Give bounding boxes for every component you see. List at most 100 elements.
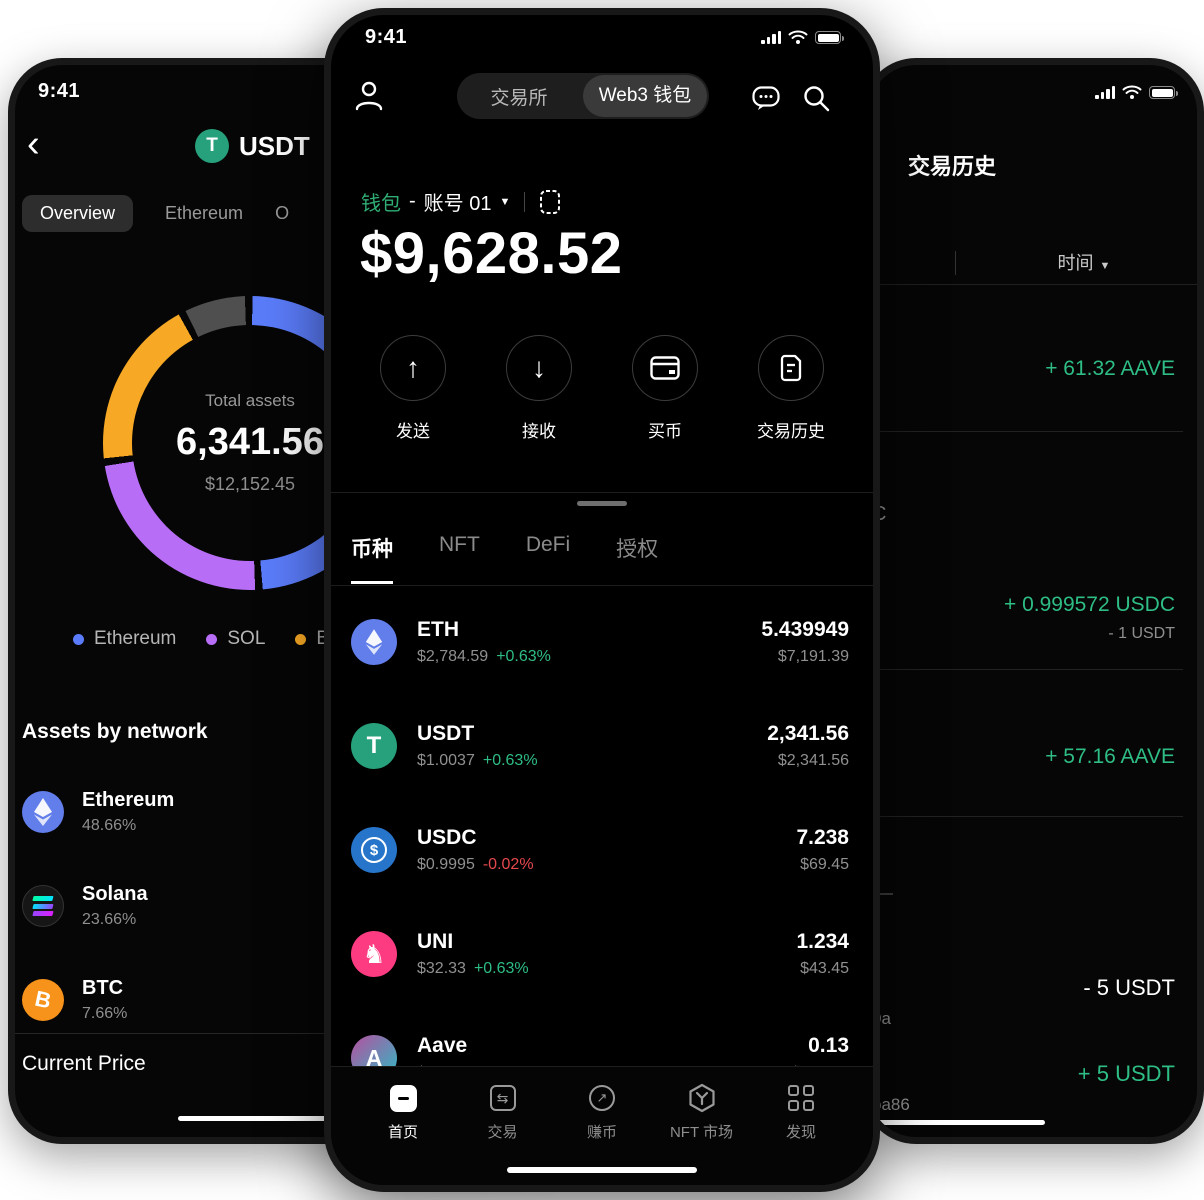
earn-icon: ↗ <box>589 1083 615 1113</box>
drag-handle[interactable] <box>577 501 627 506</box>
filter-divider <box>955 251 956 275</box>
token-list: ETH $2,784.59 +0.63% 5.439949 $7,191.39 T… <box>331 590 873 1080</box>
back-icon[interactable]: ‹ <box>27 123 40 165</box>
tab-exchange[interactable]: 交易所 <box>490 87 548 109</box>
sheet-top-edge <box>331 492 873 493</box>
nav-nft-market[interactable]: NFT 市场 <box>656 1083 748 1142</box>
token-row-eth[interactable]: ETH $2,784.59 +0.63% 5.439949 $7,191.39 <box>331 590 873 694</box>
status-icons <box>1095 85 1178 100</box>
total-balance: $9,628.52 <box>360 221 623 286</box>
scan-icon[interactable] <box>539 189 561 215</box>
solana-icon <box>22 885 64 927</box>
token-value: $43.45 <box>800 960 849 977</box>
profile-icon[interactable] <box>353 79 385 113</box>
token-price: $0.9995 <box>417 856 475 873</box>
tx-amount[interactable]: + 57.16 AAVE <box>1045 745 1175 768</box>
tab-cutoff[interactable]: O <box>275 203 290 223</box>
network-row-solana[interactable]: Solana 23.66% <box>22 859 352 953</box>
tx-amount[interactable]: - 5 USDT <box>1083 975 1175 1000</box>
nav-trade[interactable]: ⇆ 交易 <box>457 1083 549 1142</box>
tab-approvals[interactable]: 授权 <box>616 538 659 561</box>
network-pct: 23.66% <box>82 911 137 928</box>
tx-amount[interactable]: + 0.999572 USDC <box>1003 593 1175 616</box>
tab-overview[interactable]: Overview <box>22 195 134 232</box>
history-button[interactable]: 交易历史 <box>741 335 841 442</box>
card-icon <box>632 335 698 401</box>
network-pct: 7.66% <box>82 1005 128 1022</box>
token-change: +0.63% <box>482 752 538 769</box>
assets-by-network-title: Assets by network <box>22 720 208 743</box>
divider <box>879 816 1183 817</box>
tab-ethereum[interactable]: Ethereum <box>165 203 244 223</box>
tab-coins[interactable]: 币种 <box>351 533 393 584</box>
overview-tabs: Overview Ethereum O <box>22 195 289 232</box>
token-symbol: USDT <box>239 130 310 161</box>
home-indicator[interactable] <box>869 1120 1045 1125</box>
token-value: $7,191.39 <box>777 648 849 665</box>
tx-amount[interactable]: + 5 USDT <box>1077 1061 1175 1086</box>
token-change: -0.02% <box>482 856 534 873</box>
tab-web3-wallet[interactable]: Web3 钱包 <box>583 75 707 117</box>
send-button[interactable]: ↑ 发送 <box>363 335 463 442</box>
token-row-uni[interactable]: ♞ UNI $32.33 +0.63% 1.234 $43.45 <box>331 902 873 1006</box>
bottom-nav: 首页 ⇆ 交易 ↗ 赚币 NFT 市场 <box>331 1066 873 1185</box>
cut-element <box>869 893 893 895</box>
nav-home[interactable]: 首页 <box>357 1083 449 1142</box>
tab-nft[interactable]: NFT <box>439 533 480 556</box>
token-value: $69.45 <box>800 856 849 873</box>
token-price: $1.0037 <box>417 752 475 769</box>
token-price: $2,784.59 <box>417 648 489 665</box>
network-row-btc[interactable]: B BTC 7.66% <box>22 953 352 1047</box>
token-name: ETH <box>417 618 459 641</box>
token-value: $2,341.56 <box>777 752 849 769</box>
receive-button[interactable]: ↓ 接收 <box>489 335 589 442</box>
battery-icon <box>1149 86 1178 99</box>
token-row-usdc[interactable]: $ USDC $0.9995 -0.02% 7.238 $69.45 <box>331 798 873 902</box>
ethereum-icon <box>22 791 64 833</box>
token-row-usdt[interactable]: T USDT $1.0037 +0.63% 2,341.56 $2,341.56 <box>331 694 873 798</box>
uni-icon: ♞ <box>351 931 397 977</box>
chat-icon[interactable] <box>751 83 781 113</box>
divider <box>524 191 526 212</box>
legend-ethereum: Ethereum <box>73 628 176 650</box>
segmented-control: 交易所 Web3 钱包 <box>457 73 709 119</box>
document-icon <box>758 335 824 401</box>
grid-icon <box>788 1083 814 1113</box>
status-icons <box>761 30 844 45</box>
total-assets-label: Total assets <box>205 391 295 410</box>
token-amount: 5.439949 <box>761 618 849 641</box>
arrow-down-icon: ↓ <box>506 335 572 401</box>
filter-bar: ▾ 时间▼ <box>869 243 1197 285</box>
legend-dot-orange <box>295 633 307 645</box>
network-row-ethereum[interactable]: Ethereum 48.66% <box>22 765 352 859</box>
home-indicator[interactable] <box>507 1167 697 1173</box>
divider <box>331 585 873 586</box>
nav-discover[interactable]: 发现 <box>755 1083 847 1142</box>
status-time: 9:41 <box>365 26 408 48</box>
chevron-down-icon: ▼ <box>499 195 511 208</box>
search-icon[interactable] <box>801 83 831 113</box>
network-list: Ethereum 48.66% Solana 23.66% B <box>22 765 352 1047</box>
action-buttons: ↑ 发送 ↓ 接收 买币 交易历史 <box>331 335 873 442</box>
account-name: 账号 01 <box>423 193 492 215</box>
total-assets-value: 6,341.56 <box>176 421 324 463</box>
tab-defi[interactable]: DeFi <box>525 533 571 556</box>
arrow-up-icon: ↑ <box>380 335 446 401</box>
page-title: 交易历史 <box>908 154 997 179</box>
home-indicator[interactable] <box>178 1116 393 1121</box>
token-amount: 1.234 <box>796 930 849 953</box>
current-price-label: Current Price <box>22 1052 146 1075</box>
tx-amount[interactable]: + 61.32 AAVE <box>1045 357 1175 380</box>
time-filter[interactable]: 时间 ▼ <box>1057 253 1111 273</box>
token-price: $32.33 <box>417 960 466 977</box>
wallet-account-selector[interactable]: 钱包 - 账号 01 ▼ <box>361 187 561 216</box>
phone-center-web3-wallet: 9:41 交易所 Web3 钱包 <box>324 8 880 1192</box>
nav-earn[interactable]: ↗ 赚币 <box>556 1083 648 1142</box>
status-time: 9:41 <box>38 80 81 102</box>
buy-crypto-button[interactable]: 买币 <box>615 335 715 442</box>
signal-icon <box>761 31 781 44</box>
token-name: USDC <box>417 826 477 849</box>
donut-legend: Ethereum SOL BTC <box>73 628 354 650</box>
usdt-icon: T <box>195 129 229 163</box>
